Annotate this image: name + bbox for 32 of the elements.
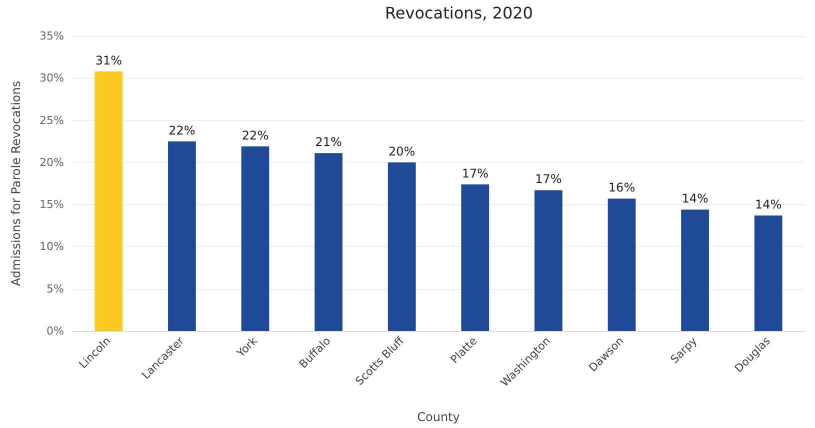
bar bbox=[681, 210, 709, 331]
y-axis-title: Admissions for Parole Revocations bbox=[9, 80, 23, 286]
bar bbox=[168, 141, 196, 331]
data-label: 17% bbox=[462, 166, 488, 180]
bar bbox=[388, 162, 416, 331]
data-label: 31% bbox=[95, 53, 122, 68]
data-label: 22% bbox=[242, 128, 269, 142]
bar bbox=[314, 153, 342, 331]
bar bbox=[534, 190, 562, 331]
bar bbox=[608, 198, 636, 331]
data-label: 21% bbox=[315, 135, 342, 150]
y-tick-label: 30% bbox=[40, 72, 64, 85]
bar bbox=[754, 216, 782, 331]
bar bbox=[241, 146, 270, 331]
data-label: 22% bbox=[168, 123, 196, 138]
bar bbox=[461, 184, 490, 331]
chart-title: Revocations, 2020 bbox=[385, 4, 533, 22]
data-label: 17% bbox=[535, 172, 562, 186]
y-tick-label: 15% bbox=[40, 198, 64, 212]
x-axis-title: County bbox=[417, 410, 460, 424]
data-label: 14% bbox=[682, 192, 708, 206]
bar bbox=[94, 71, 123, 331]
y-tick-label: 35% bbox=[40, 30, 64, 42]
y-tick-label: 5% bbox=[46, 282, 64, 296]
data-label: 20% bbox=[388, 144, 416, 158]
x-tick-label: York bbox=[234, 334, 260, 360]
y-tick-label: 0% bbox=[46, 324, 64, 338]
y-tick-label: 20% bbox=[40, 156, 64, 169]
data-label: 16% bbox=[608, 180, 636, 195]
y-tick-label: 25% bbox=[40, 114, 64, 127]
y-tick-label: 10% bbox=[40, 240, 64, 254]
data-label: 14% bbox=[755, 198, 782, 212]
